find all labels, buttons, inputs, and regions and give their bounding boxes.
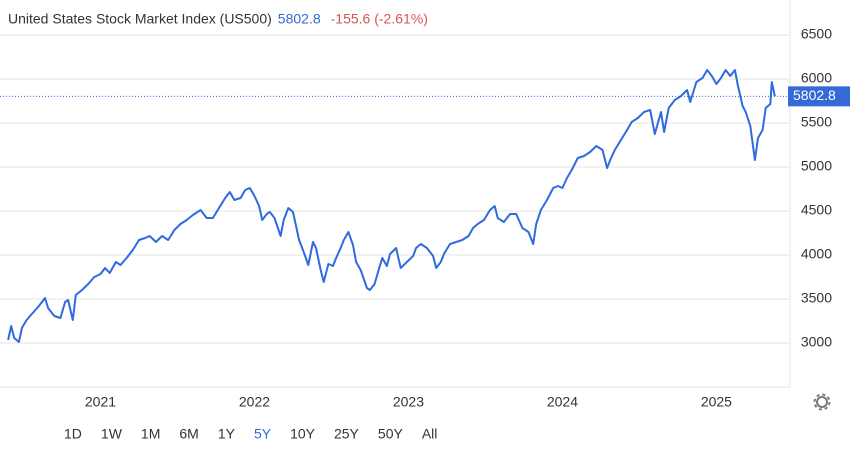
price-line: [7, 69, 776, 343]
range-button[interactable]: 1D: [64, 426, 82, 442]
last-price-label: 5802.8: [793, 87, 836, 103]
range-button[interactable]: 25Y: [334, 426, 360, 442]
x-tick-label: 2023: [393, 394, 424, 410]
settings-icon[interactable]: [813, 393, 831, 411]
range-button[interactable]: 1M: [141, 426, 160, 442]
change: -155.6 (-2.61%): [331, 11, 428, 27]
y-tick-label: 5000: [801, 158, 832, 174]
range-button[interactable]: 50Y: [378, 426, 404, 442]
range-button[interactable]: 1W: [101, 426, 123, 442]
y-tick-label: 3500: [801, 290, 832, 306]
range-button[interactable]: 10Y: [290, 426, 316, 442]
y-tick-label: 4500: [801, 202, 832, 218]
gear-teeth[interactable]: [813, 393, 831, 411]
x-tick-label: 2025: [701, 394, 732, 410]
range-button[interactable]: 5Y: [254, 426, 272, 442]
range-button[interactable]: 1Y: [218, 426, 236, 442]
x-tick-label: 2024: [547, 394, 578, 410]
x-tick-label: 2021: [85, 394, 116, 410]
chart-title: United States Stock Market Index (US500): [8, 11, 272, 27]
y-tick-label: 5500: [801, 114, 832, 130]
price: 5802.8: [278, 11, 321, 27]
last-price-badge: [788, 86, 850, 107]
gear[interactable]: [816, 396, 828, 408]
y-tick-label: 6500: [801, 26, 832, 42]
x-tick-label: 2022: [239, 394, 270, 410]
range-button[interactable]: 6M: [179, 426, 198, 442]
range-button[interactable]: All: [422, 426, 438, 442]
y-tick-label: 3000: [801, 334, 832, 350]
y-tick-label: 4000: [801, 246, 832, 262]
y-tick-label: 6000: [801, 70, 832, 86]
